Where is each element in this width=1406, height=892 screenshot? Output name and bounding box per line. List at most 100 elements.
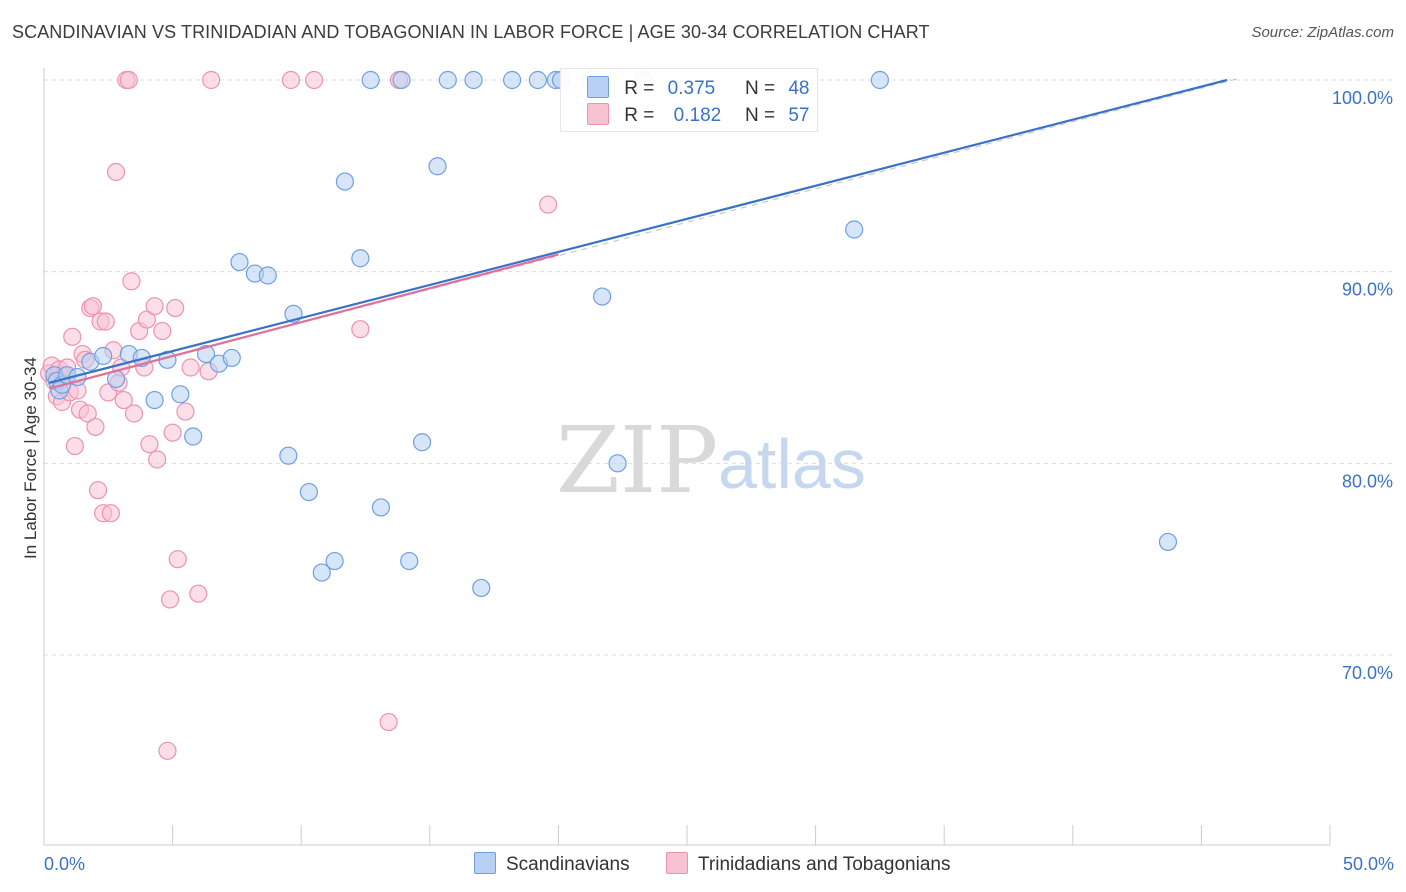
trinidadian-point [304,70,324,90]
trinidadian-point [539,195,558,214]
legend-r-label: R = [624,105,655,126]
trinidadian-point [140,435,159,454]
y-tick-label: 70.0% [1342,663,1393,683]
legend-r-value: 0.182 [673,105,722,126]
trinidadian-point [351,320,370,339]
scandinavian-point [438,70,457,90]
trinidadian-point [281,70,301,90]
trinidadian-point [63,327,82,346]
x-tick-label: 50.0% [1343,854,1394,874]
trinidadian-point [106,162,126,182]
legend-swatch-pink [587,103,609,125]
watermark-atlas: atlas [718,425,866,503]
scandinavian-point [361,70,380,90]
scandinavian-point [472,578,491,598]
axes [43,68,1331,846]
y-tick-label: 100.0% [1332,88,1393,108]
legend-r-value: 0.375 [667,78,716,99]
scandinavian-point [400,551,419,571]
scandinavian-point [94,346,113,366]
scandinavian-point [335,172,355,191]
scandinavian-point [608,454,627,473]
legend-n-value: 57 [788,105,810,126]
trinidadian-point [137,310,156,329]
x-tick-label: 0.0% [44,854,85,874]
trinidadian-point [160,590,180,609]
trinidadian-point [202,70,221,90]
legend-label-scandinavians: Scandinavians [506,854,630,875]
trinidadian-point [86,417,105,437]
trinidadian-point [124,404,144,423]
trinidadian-point [189,584,208,603]
watermark: ZIP atlas [556,407,866,514]
legend-r-label: R = [624,78,655,99]
scandinavian-point [312,563,331,582]
scandinavian-point [503,70,522,90]
scandinavian-point [428,157,447,176]
y-tick-label: 80.0% [1342,471,1393,491]
scandinavian-point [184,427,203,446]
trinidadian-point [145,297,164,316]
scandinavian-point [845,220,864,239]
legend-label-trinidadians: Trinidadians and Tobagonians [698,854,951,875]
y-tick-label: 90.0% [1342,280,1393,300]
legend-item-trinidadians: Trinidadians and Tobagonians [666,852,950,876]
trinidadian-point [168,550,187,569]
trinidadian-point [78,404,97,423]
scandinavian-point [299,482,319,502]
trinidadian-point [83,297,102,316]
trinidadian-point [101,504,120,523]
chart-title: SCANDINAVIAN VS TRINIDADIAN AND TOBAGONI… [12,22,930,42]
legend-item-scandinavians: Scandinavians [474,852,630,876]
tick-labels: 70.0% 80.0% 90.0% 100.0% 0.0% 50.0% [44,88,1394,874]
scandinavian-point [279,446,298,465]
series-scandinavians-points [45,70,1178,598]
trinidadian-point [181,358,200,377]
trinidadian-point [176,402,195,421]
legend-n-label: N = [744,105,776,126]
trinidadian-point [122,272,141,291]
trinidadian-point [166,298,185,318]
legend-row-scandinavians: R = 0.375 N = 48 [587,76,809,100]
trinidadian-point [153,321,172,341]
trend-line-trinidadians [48,253,559,390]
trinidadian-point [379,712,398,732]
trinidadian-point [148,450,167,469]
legend-swatch-pink [666,852,688,874]
source-credit: Source: ZipAtlas.com [1251,24,1394,41]
legend-n-label: N = [744,78,776,99]
trinidadian-point [158,741,177,760]
trinidadian-point [96,312,115,331]
scandinavian-point [371,498,391,517]
stats-legend: R = 0.375 N = 48 R = 0.182 N = 57 [560,68,818,132]
trinidadian-point [114,390,133,410]
trend-line-scandinavians [48,78,1228,384]
trend-lines [48,77,1241,390]
scandinavian-point [593,287,612,306]
scandinavian-point [325,551,344,571]
scandinavian-point [171,385,190,404]
series-trinidadians-points [40,70,558,760]
scandinavian-point [145,390,164,410]
trinidadian-point [65,436,84,456]
scandinavian-point [392,70,411,90]
scandinavian-point [412,433,432,452]
legend-n-value: 48 [788,78,810,99]
scandinavian-point [528,70,547,90]
scandinavian-point [1158,532,1178,552]
legend-swatch-blue [587,76,609,98]
trinidadian-point [119,70,138,90]
scandinavian-point [230,252,249,272]
scandinavian-point [351,249,370,268]
scandinavian-point [196,344,216,364]
scandinavian-point [870,70,890,90]
legend-row-trinidadians: R = 0.182 N = 57 [587,103,809,127]
trinidadian-point [88,481,108,500]
watermark-zip: ZIP [556,407,718,514]
y-axis-label: In Labor Force | Age 30-34 [21,357,40,559]
trinidadian-point [163,423,182,442]
legend-swatch-blue [474,852,496,874]
gridlines [44,79,1394,656]
scandinavian-point [258,266,277,285]
